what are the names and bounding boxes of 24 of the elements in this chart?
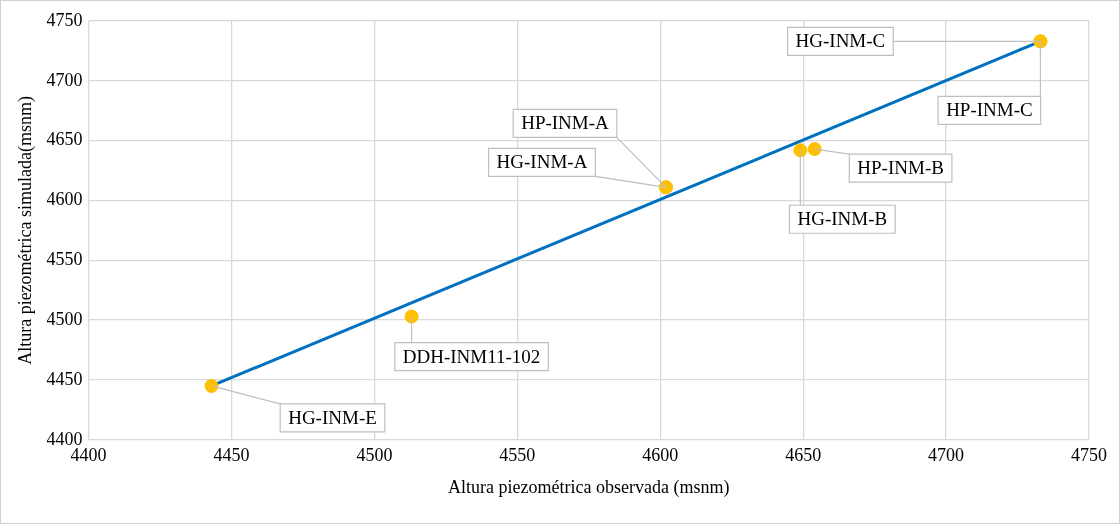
y-tick-label: 4600: [46, 189, 83, 210]
annotation: HG-INM-B: [797, 208, 888, 230]
y-axis-title: Altura piezométrica simulada(msnm): [14, 95, 36, 365]
annotation: HP-INM-C: [946, 99, 1033, 121]
x-tick-label: 4550: [499, 445, 536, 466]
annotation: DDH-INM11-102: [402, 345, 541, 367]
x-axis-title: Altura piezométrica observada (msnm): [448, 476, 730, 498]
y-tick-label: 4500: [46, 308, 83, 329]
y-tick-label: 4450: [46, 368, 83, 389]
annotation: HG-INM-C: [795, 30, 886, 52]
y-tick-label: 4650: [46, 129, 83, 150]
x-tick-label: 4450: [213, 445, 250, 466]
y-tick-label: 4750: [46, 9, 83, 30]
y-tick-label: 4700: [46, 69, 83, 90]
x-tick-label: 4750: [1071, 445, 1107, 466]
annotation: HG-INM-A: [496, 151, 588, 173]
x-tick-label: 4600: [642, 445, 679, 466]
x-tick-label: 4700: [928, 445, 965, 466]
annotation: HG-INM-E: [288, 406, 377, 428]
annotation: HP-INM-B: [857, 157, 944, 179]
y-tick-label: 4550: [46, 249, 83, 270]
x-tick-label: 4650: [785, 445, 822, 466]
annotation: HP-INM-A: [521, 112, 610, 134]
x-tick-label: 4500: [356, 445, 393, 466]
